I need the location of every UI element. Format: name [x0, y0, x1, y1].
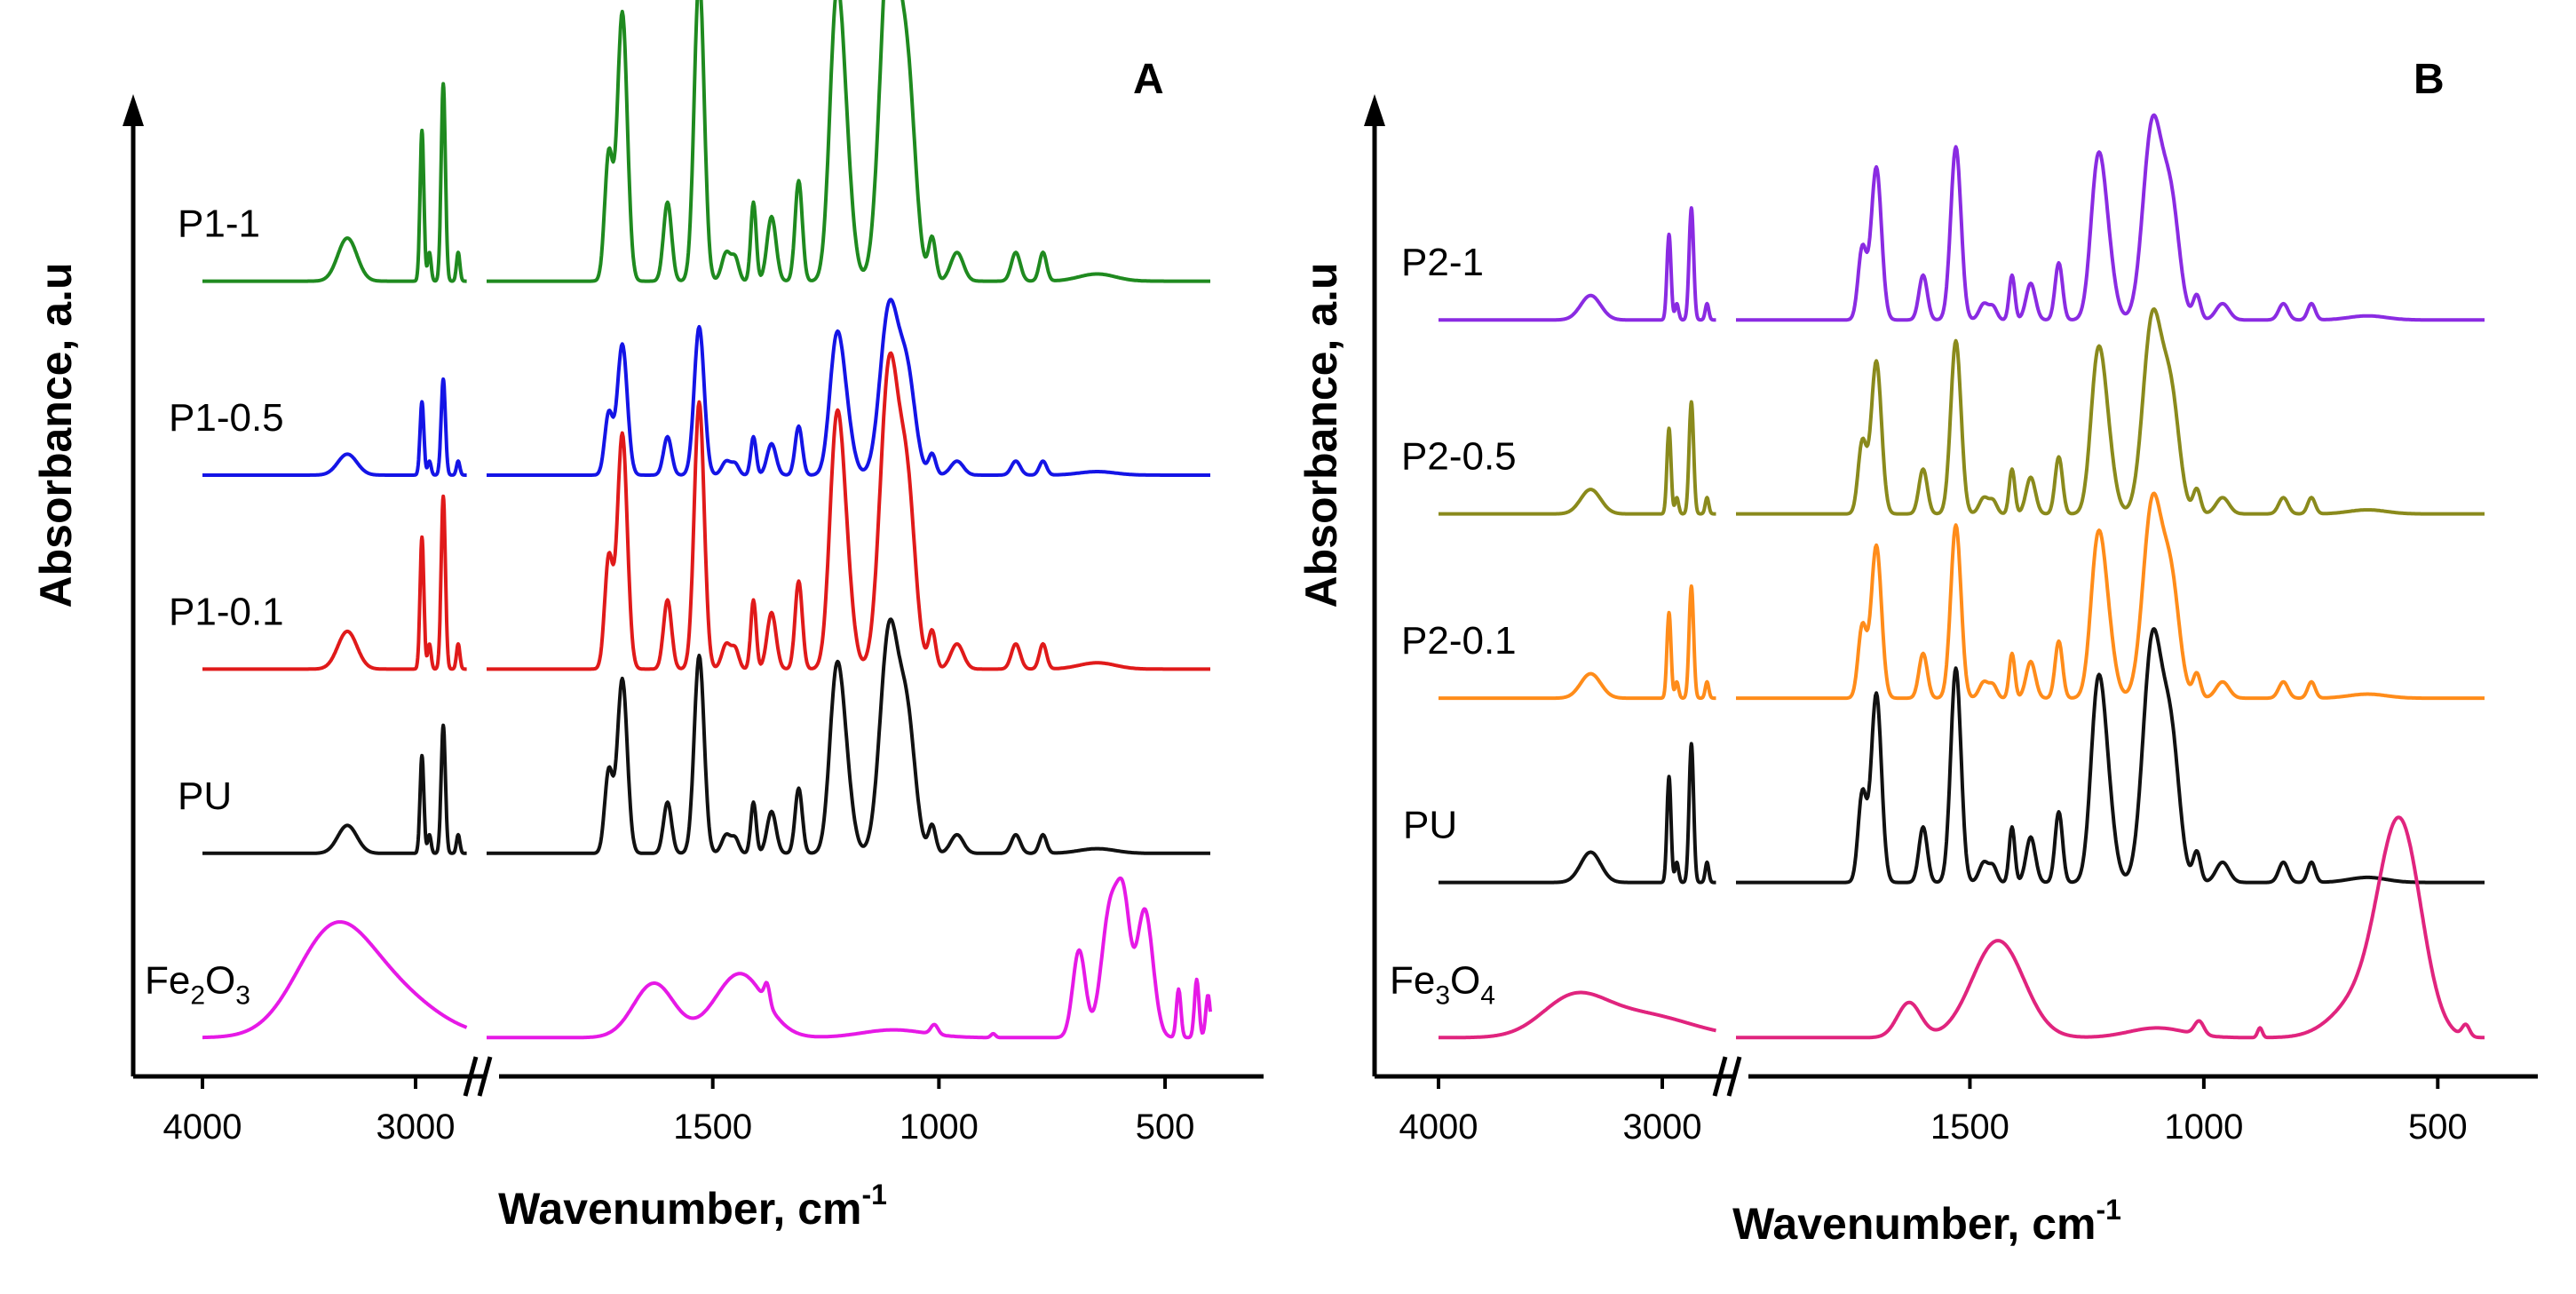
series-line-pu	[1437, 627, 2485, 885]
x-tick-label: 1500	[1930, 1107, 2009, 1147]
x-tick-label: 3000	[376, 1107, 456, 1147]
series-label: PU	[1403, 804, 1457, 847]
x-tick-label: 500	[2408, 1107, 2468, 1147]
x-tick-label: 3000	[1623, 1107, 1702, 1147]
panel-letter: A	[1133, 56, 1164, 103]
y-axis-title: Absorbance, a.u	[1296, 263, 1346, 608]
panel-b: 4000 3000 1500 1000 500 Wavenumber, cm-1 Absor…	[1296, 56, 2538, 1249]
x-tick-label: 4000	[163, 1107, 242, 1147]
axis-break-mark	[1712, 1056, 1728, 1097]
series-label: P1-0.5	[169, 396, 284, 440]
series-label: Fe2O3	[145, 958, 250, 1010]
axis-break-mark	[477, 1056, 493, 1097]
x-tick-label: 1000	[2164, 1107, 2243, 1147]
series-line-fe3o4	[1437, 815, 2485, 1040]
x-axis-title: Wavenumber, cm-1	[1732, 1194, 2121, 1249]
axis-break-mark	[463, 1056, 479, 1097]
series-label: P1-1	[178, 202, 260, 246]
series-label: Fe3O4	[1390, 958, 1495, 1010]
series-line-p1-0-1	[201, 351, 1211, 671]
panel-letter: B	[2414, 56, 2445, 103]
y-axis-arrow	[1364, 94, 1385, 126]
x-axis-title: Wavenumber, cm-1	[498, 1179, 887, 1234]
y-axis-title: Absorbance, a.u	[31, 263, 81, 608]
series-line-p2-0-5	[1437, 307, 2485, 516]
series-label: P2-1	[1401, 241, 1484, 284]
series-label: PU	[178, 774, 232, 818]
series-line-p2-1	[1437, 113, 2485, 322]
x-tick-label: 1000	[900, 1107, 979, 1147]
x-tick-label: 500	[1136, 1107, 1195, 1147]
axis-break-mark	[1726, 1056, 1742, 1097]
x-tick-label: 1500	[673, 1107, 752, 1147]
y-axis-arrow	[123, 94, 144, 126]
series-line-p1-0-5	[201, 298, 1211, 477]
x-tick-label: 4000	[1399, 1107, 1478, 1147]
series-line-p1-1	[201, 0, 1211, 283]
panel-a: 4000 3000 1500 1000 500 Wavenumber, cm-1 Absor…	[31, 0, 1264, 1234]
series-label: P2-0.5	[1401, 435, 1517, 479]
series-line-pu	[201, 617, 1211, 855]
series-line-fe2o3	[201, 876, 1212, 1040]
series-label: P2-0.1	[1401, 619, 1517, 663]
series-line-p2-0-1	[1437, 491, 2485, 701]
series-label: P1-0.1	[169, 590, 284, 633]
